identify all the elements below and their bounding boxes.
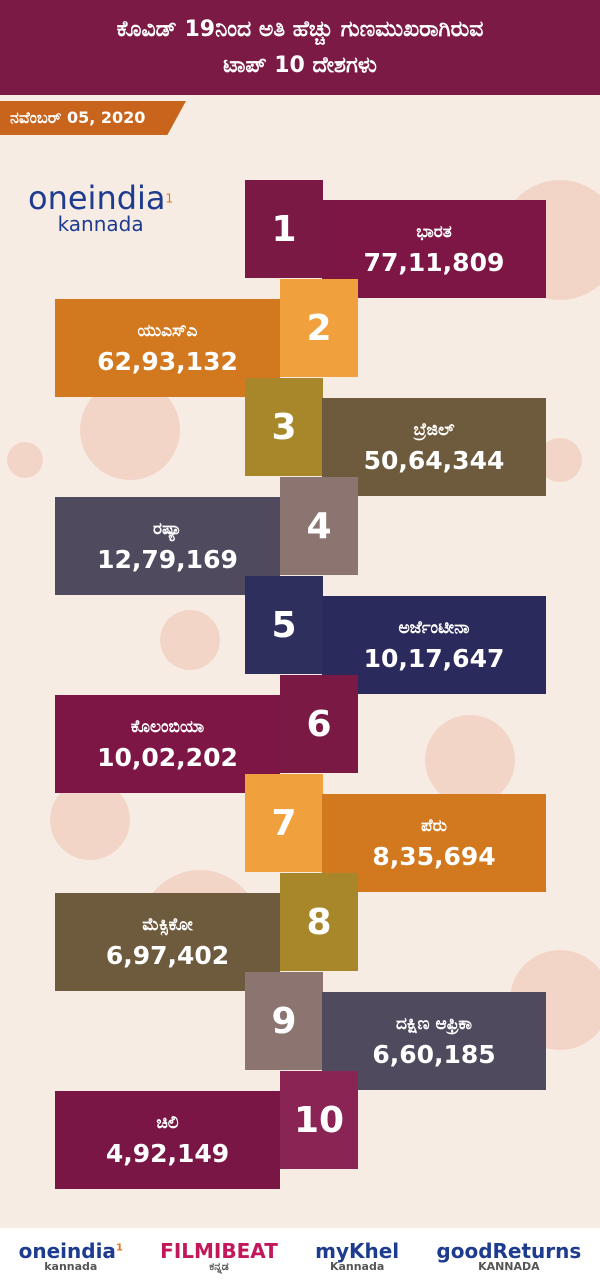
rank-badge: 9 xyxy=(245,972,323,1070)
recovered-count: 8,35,694 xyxy=(372,841,496,871)
country-box: ಬ್ರೆಜಿಲ್ 50,64,344 xyxy=(322,398,546,496)
logo-name: FILMIBEAT xyxy=(160,1238,278,1263)
rank-badge: 6 xyxy=(280,675,358,773)
logo-sub: KANNADA xyxy=(478,1259,540,1273)
country-box: ಕೊಲಂಬಿಯಾ 10,02,202 xyxy=(55,695,280,793)
logo-badge: 1 xyxy=(165,191,174,206)
country-name: ಅರ್ಜೆಂಟೀನಾ xyxy=(398,617,470,638)
country-box: ಚಿಲಿ 4,92,149 xyxy=(55,1091,280,1189)
country-name: ಕೊಲಂಬಿಯಾ xyxy=(130,716,205,737)
footer-logo: goodReturns KANNADA xyxy=(436,1241,581,1272)
country-name: ರಷ್ಯಾ xyxy=(153,518,182,539)
rank-badge: 10 xyxy=(280,1071,358,1169)
country-name: ಭಾರತ xyxy=(416,221,452,242)
date-tag: ನವೆಂಬರ್ 05, 2020 xyxy=(0,101,186,135)
country-box: ಪೆರು 8,35,694 xyxy=(322,794,546,892)
logo-sub: Kannada xyxy=(329,1259,385,1273)
country-name: ಬ್ರೆಜಿಲ್ xyxy=(413,419,455,440)
recovered-count: 50,64,344 xyxy=(363,445,505,475)
footer: oneindia1 kannada FILMIBEAT ಕನ್ನಡ myKhel Kann… xyxy=(0,1228,600,1284)
rank-badge: 3 xyxy=(245,378,323,476)
rank-badge: 7 xyxy=(245,774,323,872)
country-name: ಯುಎಸ್ಎ xyxy=(137,320,198,341)
title-line: ಟಾಪ್ 10 ದೇಶಗಳು xyxy=(223,53,377,78)
rank-badge: 8 xyxy=(280,873,358,971)
country-name: ಮೆಕ್ಸಿಕೋ xyxy=(142,914,193,935)
country-box: ರಷ್ಯಾ 12,79,169 xyxy=(55,497,280,595)
country-name: ಪೆರು xyxy=(421,815,447,836)
rank-badge: 1 xyxy=(245,180,323,278)
logo-badge: 1 xyxy=(115,1241,123,1253)
country-box: ಅರ್ಜೆಂಟೀನಾ 10,17,647 xyxy=(322,596,546,694)
footer-logo: oneindia1 kannada xyxy=(19,1241,123,1272)
recovered-count: 10,17,647 xyxy=(363,643,505,673)
title-line: ಕೊವಿಡ್ 19ನಿಂದ ಅತಿ ಹೆಚ್ಚು ಗುಣಮುಖರಾಗಿರುವ xyxy=(116,17,484,42)
recovered-count: 12,79,169 xyxy=(97,544,238,574)
logo-name: goodReturns xyxy=(436,1238,582,1263)
logo-name: oneindia1 xyxy=(18,1238,123,1263)
recovered-count: 10,02,202 xyxy=(97,742,238,772)
country-box: ಯುಎಸ್ಎ 62,93,132 xyxy=(55,299,280,397)
recovered-count: 6,97,402 xyxy=(105,940,230,970)
country-box: ದಕ್ಷಿಣ ಆಫ್ರಿಕಾ 6,60,185 xyxy=(322,992,546,1090)
logo-sub: kannada xyxy=(57,212,144,236)
recovered-count: 77,11,809 xyxy=(363,247,505,277)
logo-name: myKhel xyxy=(315,1238,400,1263)
logo-name: oneindia xyxy=(28,179,166,217)
country-box: ಭಾರತ 77,11,809 xyxy=(322,200,546,298)
rank-badge: 4 xyxy=(280,477,358,575)
footer-logo: myKhel Kannada xyxy=(315,1241,399,1272)
country-box: ಮೆಕ್ಸಿಕೋ 6,97,402 xyxy=(55,893,280,991)
country-name: ದಕ್ಷಿಣ ಆಫ್ರಿಕಾ xyxy=(395,1013,473,1034)
recovered-count: 4,92,149 xyxy=(105,1138,230,1168)
rank-badge: 2 xyxy=(280,279,358,377)
logo-sub: kannada xyxy=(44,1259,98,1273)
header: ಕೊವಿಡ್ 19ನಿಂದ ಅತಿ ಹೆಚ್ಚು ಗುಣಮುಖರಾಗಿರುವ ಟ… xyxy=(0,0,600,95)
country-name: ಚಿಲಿ xyxy=(156,1112,179,1133)
footer-logo: FILMIBEAT ಕನ್ನಡ xyxy=(160,1241,278,1272)
recovered-count: 62,93,132 xyxy=(97,346,238,376)
recovered-count: 6,60,185 xyxy=(372,1039,496,1069)
logo-sub: ಕನ್ನಡ xyxy=(209,1259,229,1273)
logo: oneindia1 kannada xyxy=(28,182,173,234)
rank-badge: 5 xyxy=(245,576,323,674)
